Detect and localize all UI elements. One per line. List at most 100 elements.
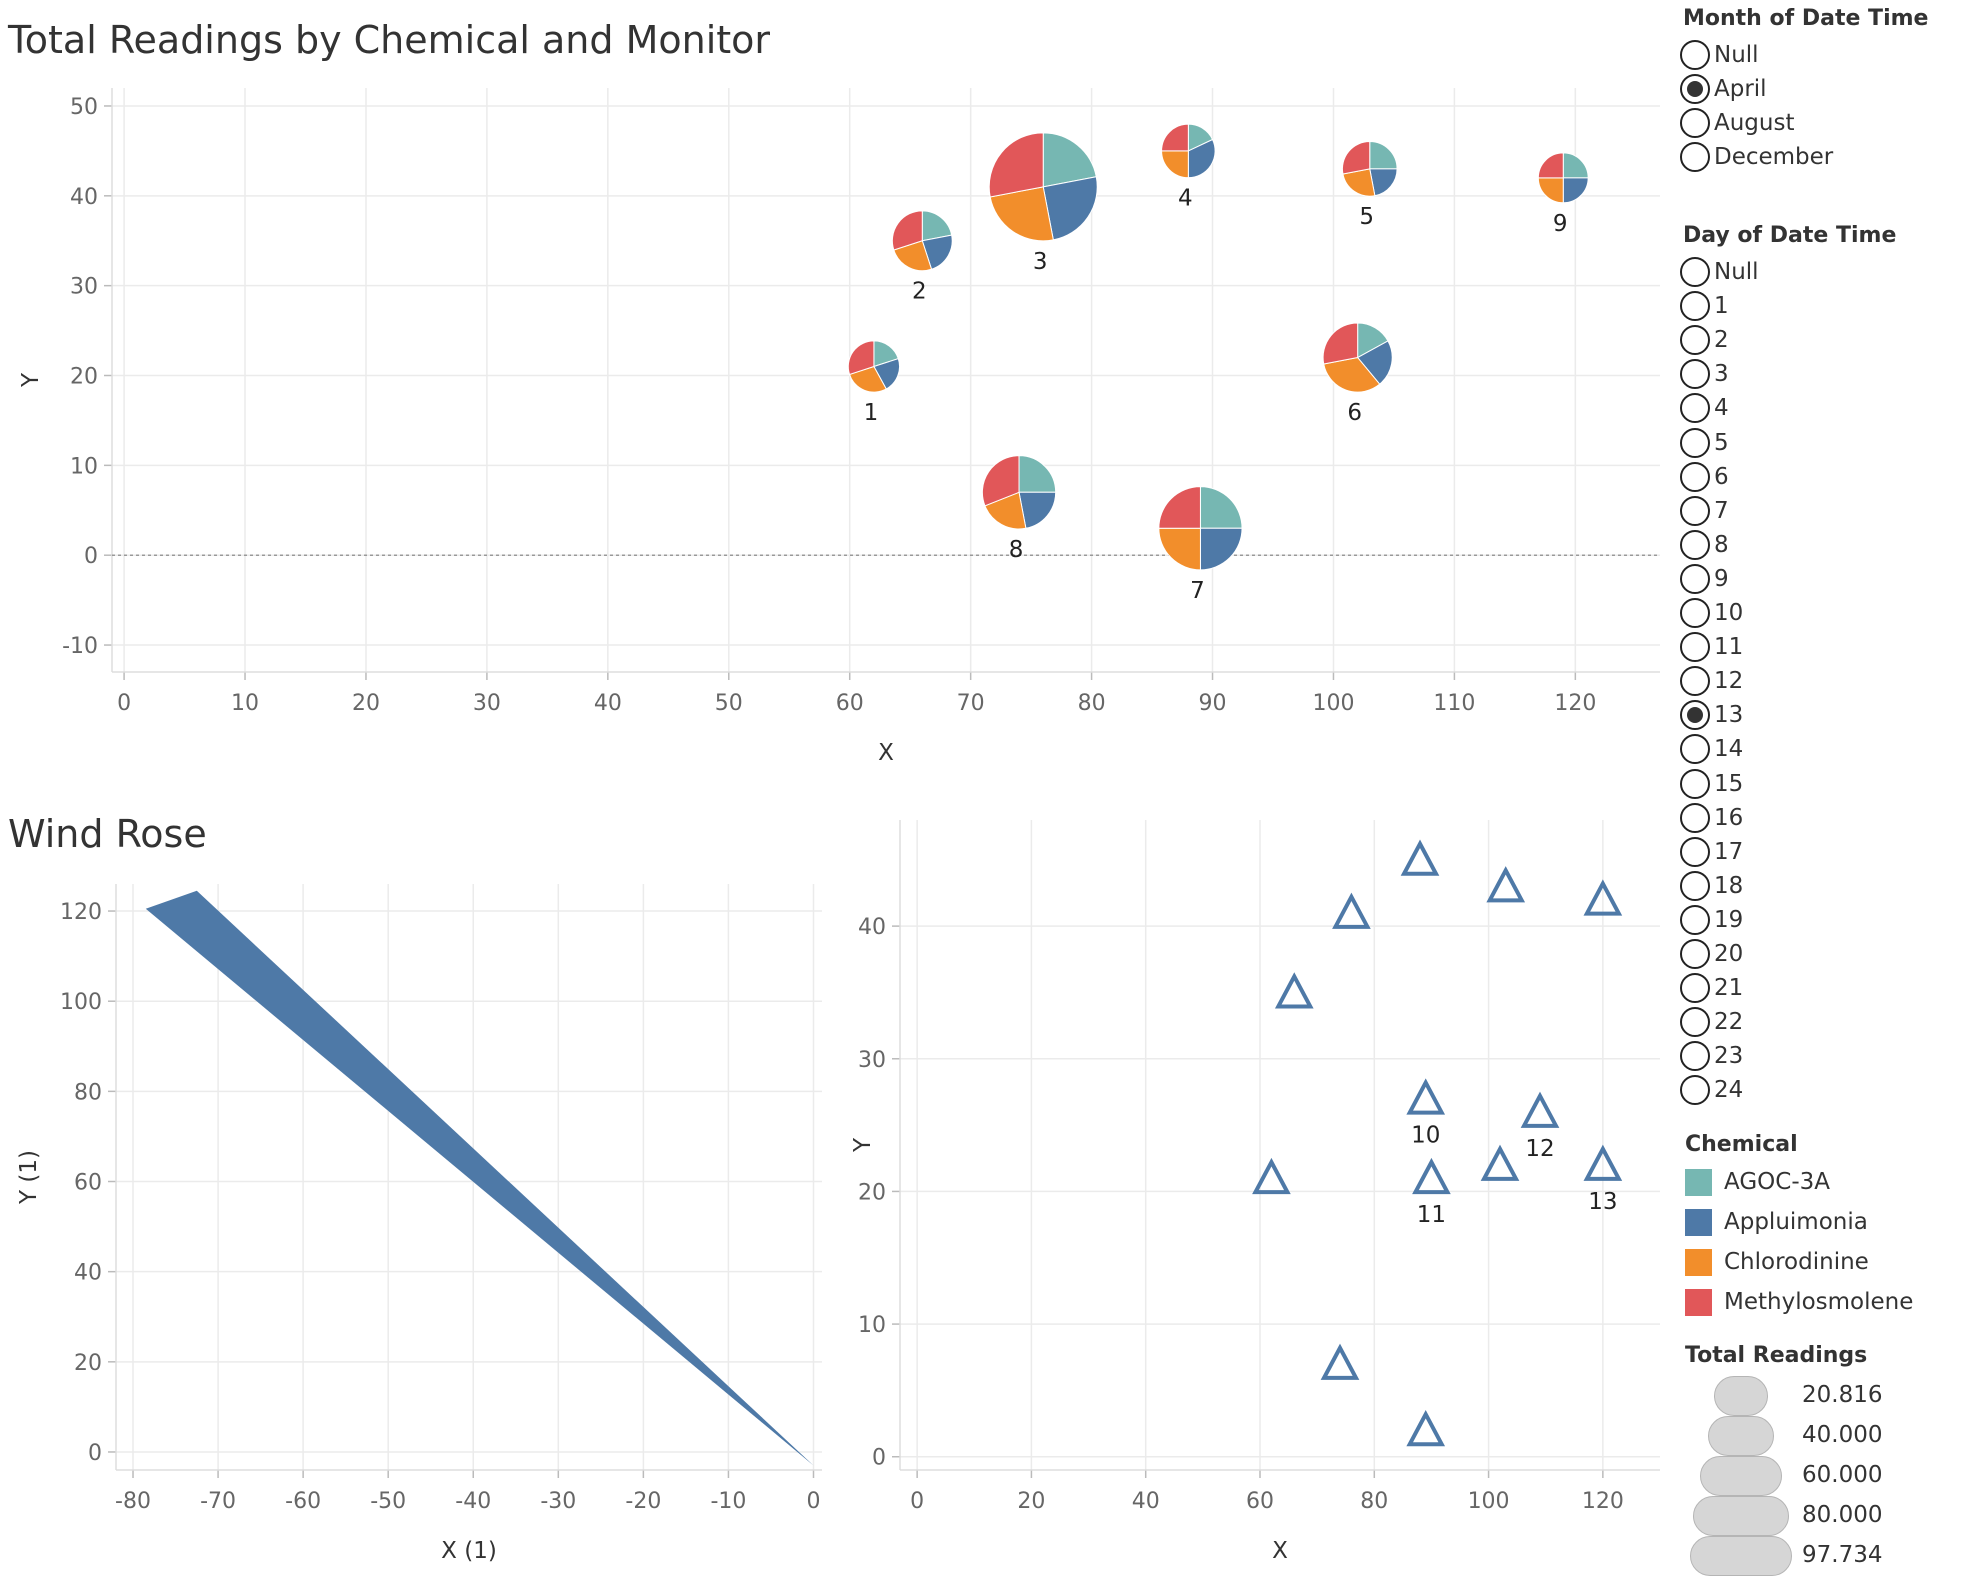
radio-button[interactable] (1680, 359, 1710, 390)
radio-button[interactable] (1680, 40, 1710, 70)
day-filter-option[interactable]: Null (1680, 255, 1759, 289)
day-filter-option[interactable]: 3 (1680, 357, 1729, 391)
day-filter-option[interactable]: 7 (1680, 494, 1729, 528)
day-filter-option[interactable]: 11 (1680, 630, 1743, 664)
radio-button[interactable] (1680, 802, 1710, 833)
radio-button[interactable] (1680, 257, 1710, 287)
radio-button[interactable] (1680, 529, 1710, 560)
pie-chart-xtick-label: 50 (715, 691, 743, 716)
monitor-chart-ytick-label: 0 (872, 1446, 886, 1471)
month-filter-option[interactable]: April (1680, 72, 1767, 106)
chemical-legend-item[interactable]: AGOC-3A (1685, 1166, 1830, 1198)
month-filter-option[interactable]: December (1680, 140, 1833, 174)
monitor-label: 13 (1588, 1189, 1617, 1215)
size-legend-label: 97.734 (1802, 1542, 1883, 1568)
day-filter-option[interactable]: 23 (1680, 1039, 1743, 1073)
day-filter-option[interactable]: 15 (1680, 767, 1743, 801)
day-filter-option[interactable]: 16 (1680, 801, 1743, 835)
day-filter-option-label: 5 (1714, 429, 1729, 456)
day-filter-option[interactable]: 21 (1680, 971, 1743, 1005)
radio-button[interactable] (1680, 563, 1710, 594)
pie-chart-xtick-label: 10 (231, 691, 259, 716)
legend-label: Chlorodinine (1724, 1249, 1869, 1275)
radio-button[interactable] (1680, 632, 1710, 663)
day-filter-option[interactable]: 4 (1680, 391, 1729, 425)
top-chart-title: Total Readings by Chemical and Monitor (8, 18, 771, 62)
radio-button[interactable] (1680, 495, 1710, 526)
wind-rose-wedge (145, 890, 814, 1466)
pie-slice-chlorodinine (893, 240, 933, 272)
radio-button[interactable] (1680, 870, 1710, 901)
monitor-triangle (1406, 1409, 1446, 1447)
day-filter-option-label: 18 (1714, 872, 1744, 899)
pie-marker-7 (1158, 486, 1243, 571)
day-filter-option-label: 19 (1714, 906, 1744, 933)
chemical-legend-item[interactable]: Methylosmolene (1685, 1286, 1913, 1318)
day-filter-option[interactable]: 20 (1680, 937, 1743, 971)
radio-button[interactable] (1680, 1075, 1710, 1106)
pie-slice-agoc-3a (1042, 132, 1097, 188)
day-filter-option[interactable]: 12 (1680, 664, 1743, 698)
pie-slice-chlorodinine (1323, 356, 1381, 393)
wind-chart-ytick-label: 120 (60, 900, 102, 925)
radio-button[interactable] (1680, 734, 1710, 765)
pie-slice-appluimonia (1369, 168, 1398, 197)
radio-button[interactable] (1680, 598, 1710, 628)
day-filter-title: Day of Date Time (1683, 223, 1897, 248)
radio-button[interactable] (1680, 108, 1710, 138)
radio-button[interactable] (1680, 461, 1710, 492)
radio-button[interactable] (1680, 904, 1710, 935)
day-filter-option-label: 15 (1714, 770, 1744, 797)
radio-button[interactable] (1680, 74, 1710, 104)
radio-button[interactable] (1680, 427, 1710, 458)
size-legend-title: Total Readings (1685, 1343, 1868, 1368)
radio-button[interactable] (1680, 939, 1710, 969)
month-filter-option[interactable]: August (1680, 106, 1795, 140)
legend-label: AGOC-3A (1724, 1169, 1830, 1195)
pie-slice-agoc-3a (921, 210, 953, 242)
radio-button[interactable] (1680, 291, 1710, 322)
radio-button[interactable] (1680, 325, 1710, 356)
day-filter-option[interactable]: 14 (1680, 732, 1743, 766)
day-filter-option[interactable]: 24 (1680, 1073, 1743, 1107)
day-filter-option-label: Null (1714, 259, 1759, 285)
day-filter-option[interactable]: 5 (1680, 426, 1729, 460)
radio-button[interactable] (1680, 1007, 1710, 1038)
day-filter-option[interactable]: 13 (1680, 698, 1743, 732)
pie-slice-chlorodinine (989, 186, 1054, 242)
day-filter-option-label: 14 (1714, 736, 1744, 763)
radio-button[interactable] (1680, 666, 1710, 697)
monitor-chart-ytick-label: 20 (858, 1180, 886, 1205)
monitor-chart-xtick-label: 60 (1246, 1489, 1274, 1514)
radio-button[interactable] (1680, 836, 1710, 867)
chemical-legend-item[interactable]: Chlorodinine (1685, 1246, 1869, 1278)
day-filter-option-label: 16 (1714, 804, 1744, 831)
day-filter-option[interactable]: 2 (1680, 323, 1729, 357)
pie-chart-xtick-label: 30 (473, 691, 501, 716)
chemical-legend-item[interactable]: Appluimonia (1685, 1206, 1868, 1238)
radio-button[interactable] (1680, 393, 1710, 424)
radio-button[interactable] (1680, 973, 1710, 1004)
radio-button[interactable] (1680, 700, 1710, 731)
legend-swatch (1685, 1208, 1712, 1236)
day-filter-option[interactable]: 19 (1680, 903, 1743, 937)
day-filter-option[interactable]: 17 (1680, 835, 1743, 869)
radio-button[interactable] (1680, 142, 1710, 172)
radio-button[interactable] (1680, 768, 1710, 799)
month-filter-option[interactable]: Null (1680, 38, 1759, 72)
pie-slice-methylosmolene (1537, 152, 1564, 179)
day-filter-option[interactable]: 10 (1680, 596, 1743, 630)
day-filter-option[interactable]: 8 (1680, 528, 1729, 562)
radio-button[interactable] (1680, 1041, 1710, 1072)
day-filter-option[interactable]: 1 (1680, 289, 1729, 323)
pie-slice-appluimonia (1018, 491, 1057, 529)
pie-slice-methylosmolene (891, 210, 923, 251)
day-filter-option[interactable]: 9 (1680, 562, 1729, 596)
day-filter-option[interactable]: 18 (1680, 869, 1743, 903)
pie-slice-methylosmolene (847, 340, 875, 376)
day-filter-option[interactable]: 22 (1680, 1005, 1743, 1039)
pie-chart-x-axis-title: X (878, 740, 894, 766)
day-filter-option[interactable]: 6 (1680, 460, 1729, 494)
monitor-triangle (1274, 972, 1314, 1009)
